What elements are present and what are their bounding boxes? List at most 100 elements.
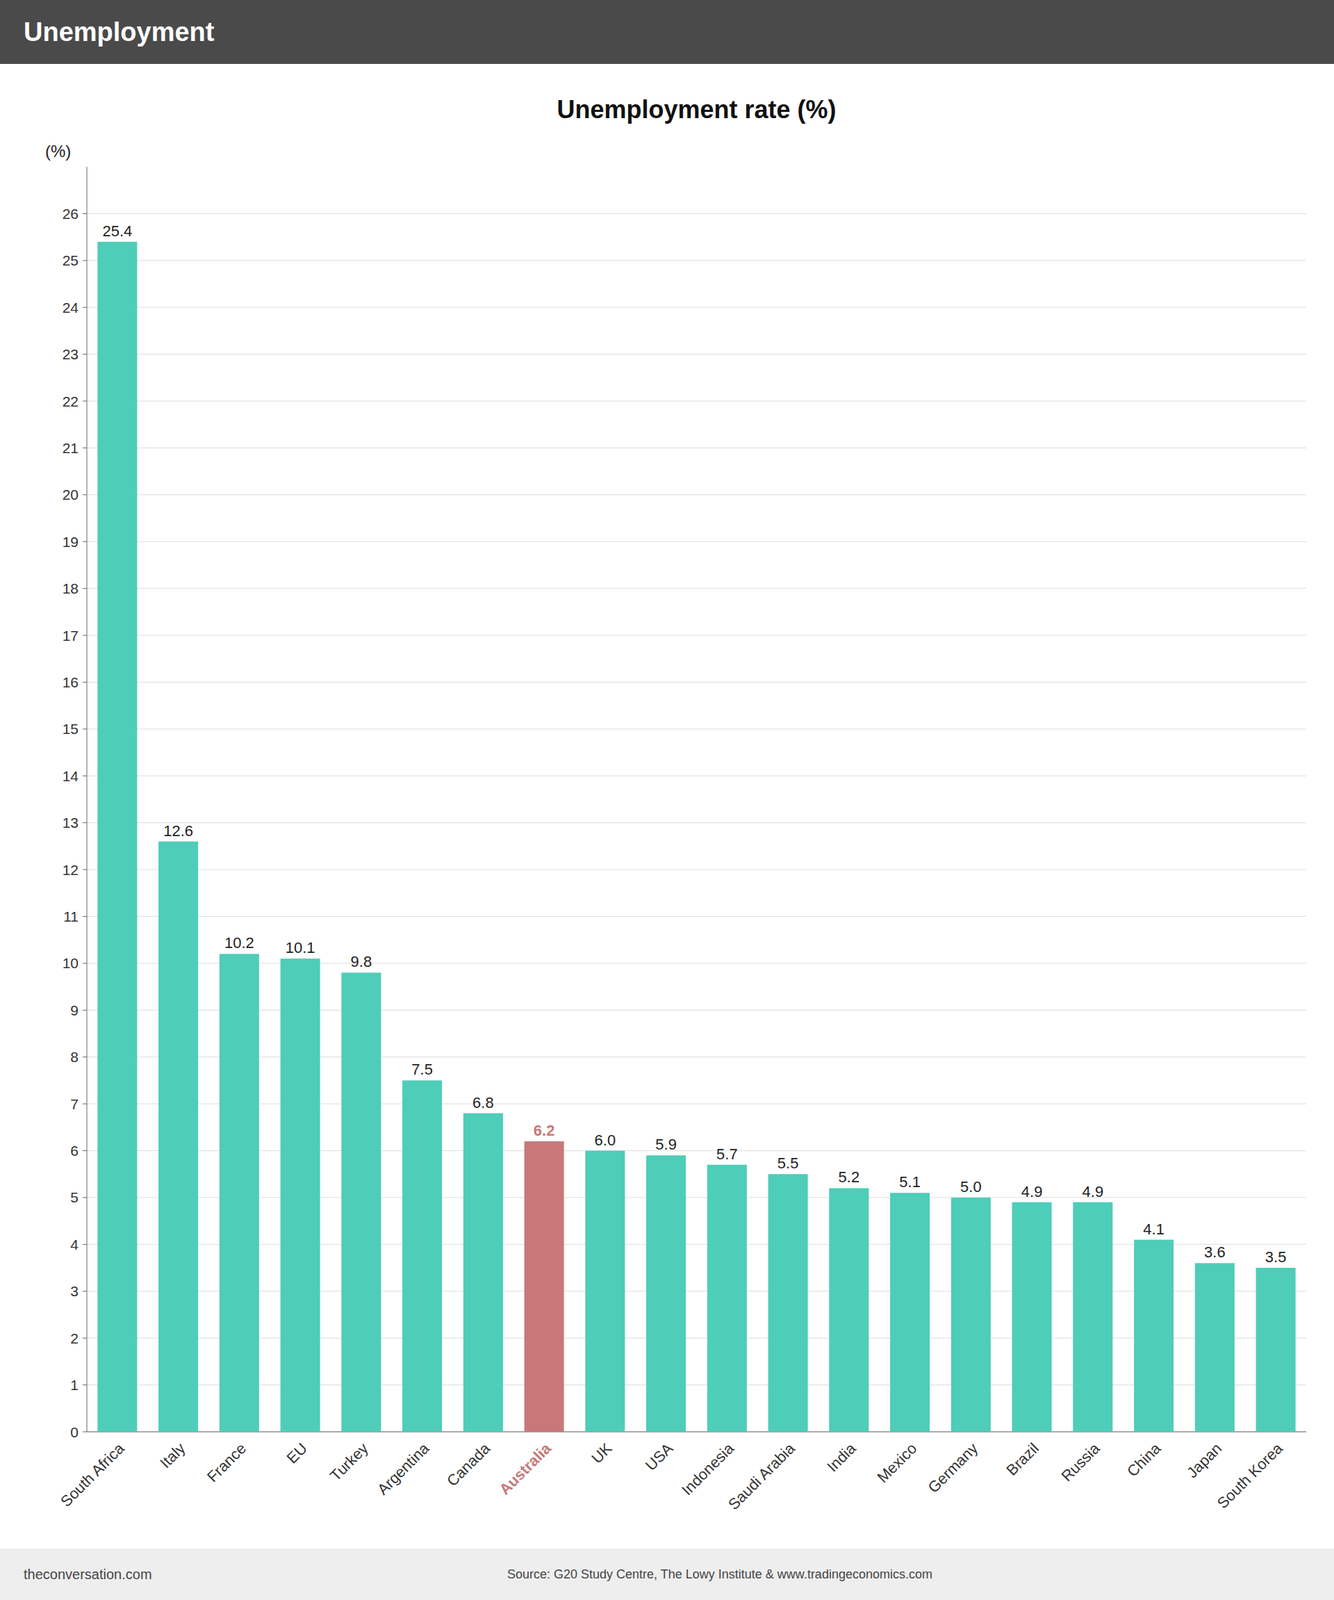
y-tick-label: 18: [62, 580, 79, 597]
bar: [1072, 1201, 1113, 1432]
tick-mark: [82, 1196, 87, 1198]
data-label: 25.4: [102, 222, 133, 240]
tick-mark: [82, 821, 87, 823]
grid-line: [86, 1149, 1307, 1151]
grid-line: [86, 541, 1307, 542]
data-label: 7.5: [411, 1060, 433, 1078]
data-label: 5.1: [899, 1172, 921, 1191]
tick-mark: [82, 635, 87, 636]
grid-line: [86, 775, 1307, 777]
bar: [828, 1187, 869, 1432]
data-label: 6.0: [594, 1131, 617, 1149]
grid-line: [86, 915, 1307, 917]
y-tick-label: 17: [62, 627, 79, 644]
tick-mark: [82, 915, 87, 917]
grid-line: [86, 1009, 1307, 1011]
x-tick-label: USA: [641, 1438, 677, 1474]
grid-line: [86, 962, 1307, 963]
grid: [86, 213, 1307, 1432]
data-label: 3.6: [1204, 1242, 1226, 1261]
tick-mark: [82, 728, 87, 729]
tick-mark: [82, 681, 87, 683]
tick-mark: [82, 1290, 87, 1291]
data-label: 12.6: [163, 821, 194, 840]
header: Unemployment: [23, 17, 215, 47]
grid-line: [86, 587, 1307, 589]
bars: [97, 241, 1296, 1432]
chart: Unemployment theconversation.com Source: G…: [0, 0, 1334, 1600]
tick-mark: [82, 1384, 87, 1385]
y-tick-label: 21: [62, 439, 79, 456]
tick-mark: [82, 400, 87, 402]
y-tick-label: 1: [70, 1376, 79, 1393]
y-tick-label: 6: [70, 1142, 79, 1159]
y-tick-label: 22: [62, 393, 79, 410]
y-ticks: 0123456789101112131415161718192021222324…: [62, 205, 87, 1440]
y-tick-label: 11: [63, 908, 79, 925]
tick-mark: [82, 1103, 87, 1105]
title: Unemployment rate (%): [556, 95, 836, 124]
x-tick-label: India: [823, 1438, 860, 1476]
bar: [97, 241, 137, 1432]
bar: [463, 1113, 504, 1432]
bar: [1012, 1201, 1052, 1432]
annotation: Source: G20 Study Centre, The Lowy Insti…: [507, 1566, 933, 1581]
grid-line: [86, 869, 1307, 870]
y-tick-label: 7: [70, 1095, 79, 1112]
data-label: 5.2: [838, 1167, 861, 1186]
data-label: 3.5: [1265, 1247, 1287, 1266]
y-tick-label: 2: [70, 1329, 79, 1346]
y-tick-label: 4: [70, 1236, 79, 1253]
data-label: 5.7: [716, 1145, 738, 1163]
grid-line: [86, 447, 1307, 449]
tick-mark: [82, 307, 87, 308]
y-tick-label: 14: [62, 767, 80, 784]
x-tick-label: South Africa: [56, 1438, 128, 1510]
annotation: theconversation.com: [23, 1566, 153, 1582]
data-label: 10.1: [285, 938, 316, 957]
x-tick-label: Russia: [1057, 1438, 1104, 1485]
data-label: 5.5: [777, 1154, 800, 1172]
tick-mark: [82, 587, 87, 589]
bar: [707, 1164, 747, 1432]
bar: [1195, 1262, 1235, 1432]
grid-line: [86, 400, 1307, 402]
tick-mark: [82, 962, 87, 963]
tick-mark: [82, 493, 87, 495]
grid-line: [86, 1056, 1307, 1057]
y-tick-label: 25: [62, 252, 79, 269]
x-tick-label: Argentina: [373, 1438, 433, 1498]
tick-mark: [82, 775, 87, 777]
x-tick-label: Germany: [924, 1438, 982, 1496]
tick-mark: [82, 1056, 87, 1057]
x-tick-label: France: [203, 1438, 250, 1485]
x-tick-label: Japan: [1183, 1438, 1225, 1481]
data-label: 5.0: [960, 1177, 982, 1196]
y-tick-label: 5: [70, 1188, 79, 1205]
x-tick-label: Mexico: [874, 1438, 921, 1486]
tick-mark: [82, 1243, 87, 1245]
grid-line: [86, 1103, 1307, 1105]
bar: [646, 1154, 686, 1432]
tick-mark: [82, 869, 87, 870]
header-bar: [0, 0, 1334, 64]
tick-mark: [82, 1149, 87, 1151]
grid-line: [86, 1431, 1307, 1432]
grid-line: [86, 681, 1307, 683]
y-tick-label: 20: [62, 486, 79, 503]
grid-line: [86, 635, 1307, 636]
x-tick-label: China: [1123, 1438, 1165, 1480]
bar: [402, 1079, 442, 1432]
grid-line: [86, 213, 1307, 214]
bar: [341, 972, 381, 1432]
y-tick-label: 26: [62, 205, 79, 222]
tick-mark: [82, 1337, 87, 1339]
x-tick-label: Brazil: [1002, 1438, 1043, 1479]
tick-mark: [82, 541, 87, 542]
tick-mark: [82, 1009, 87, 1011]
bar: [219, 953, 260, 1432]
data-label: 4.1: [1142, 1220, 1165, 1238]
grid-line: [86, 493, 1307, 495]
bar: [890, 1192, 930, 1432]
x-tick-label: Indonesia: [678, 1438, 738, 1499]
